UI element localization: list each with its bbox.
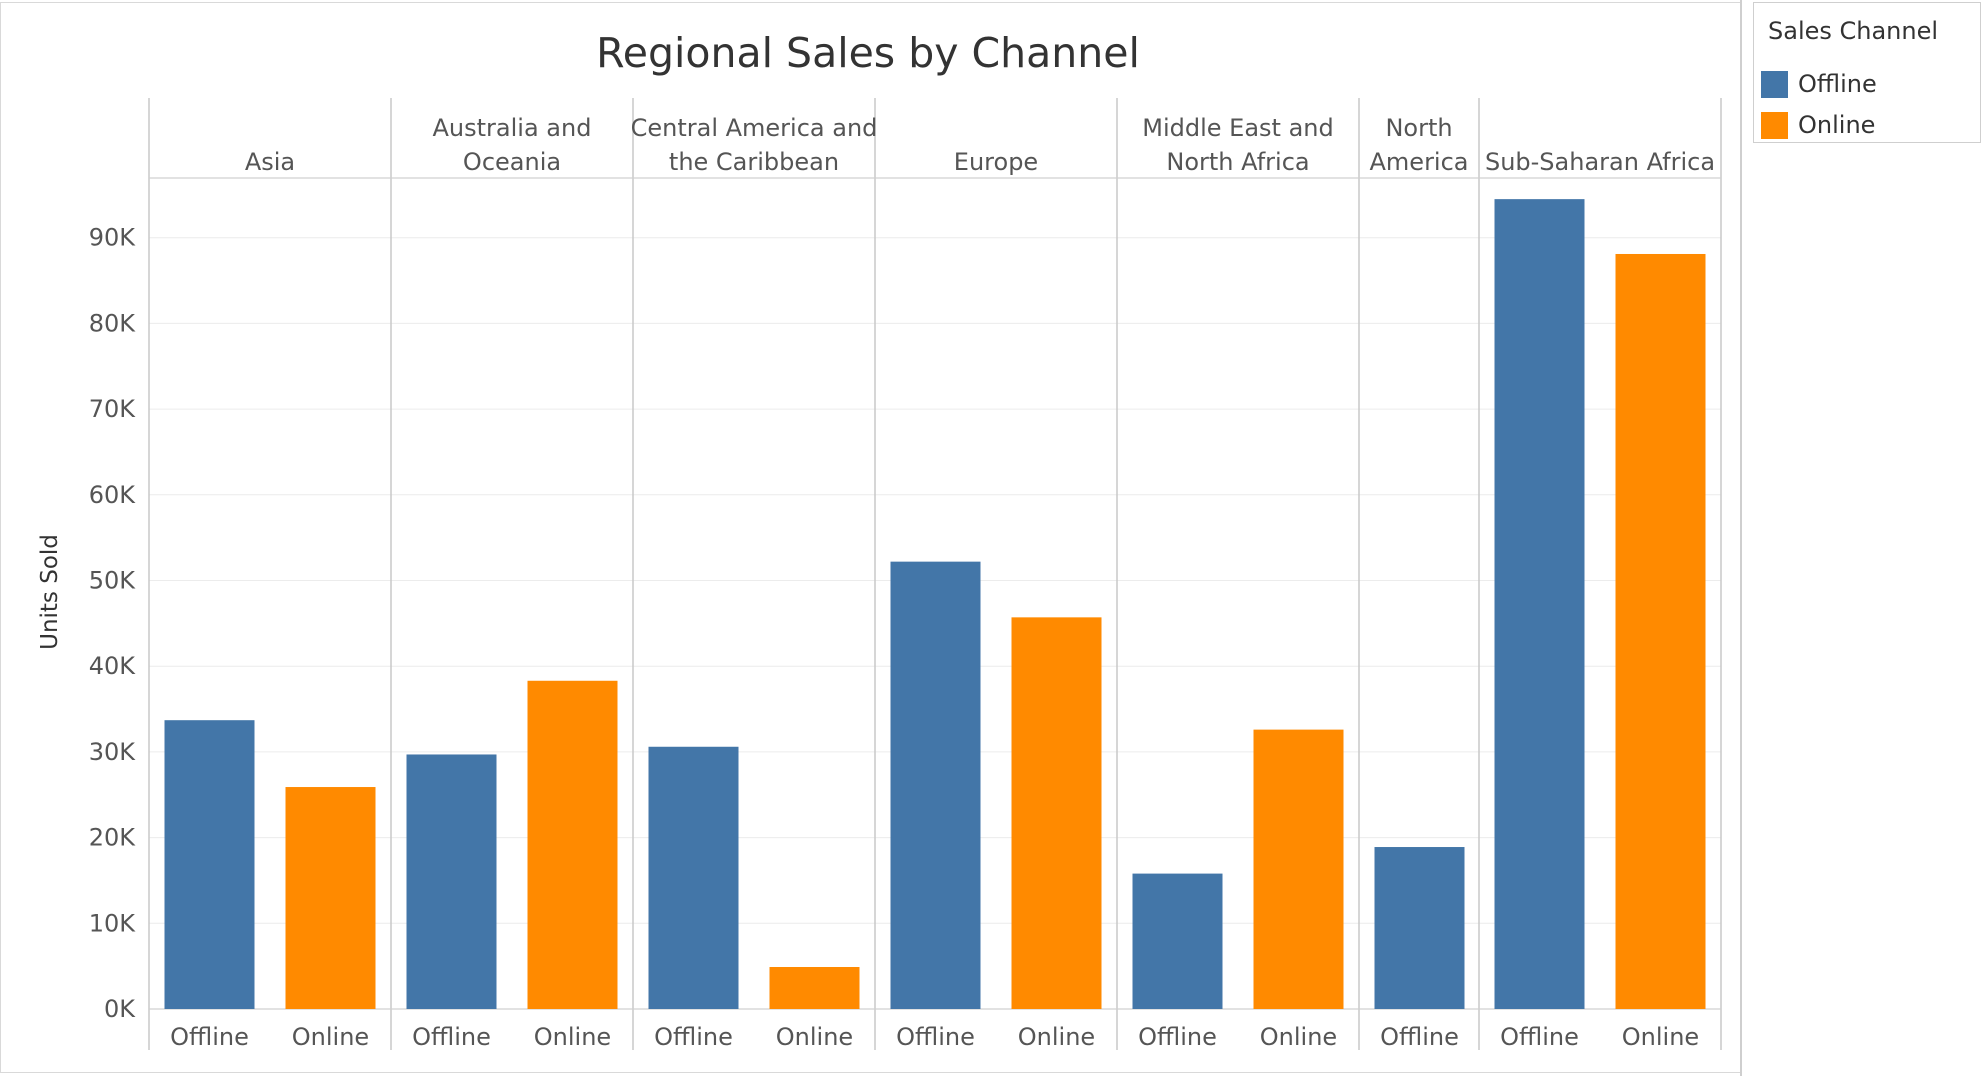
region-header: the Caribbean [669,148,839,176]
region-header: North [1385,114,1452,142]
x-category-label: Offline [896,1023,975,1051]
x-category-label: Online [1018,1023,1095,1051]
region-headers: Asia Australia and Oceania Central America … [245,114,1715,176]
region-header: Europe [954,148,1038,176]
legend-item-offline[interactable]: Offline [1761,69,1877,99]
region-header: Oceania [463,148,561,176]
x-category-label: Online [534,1023,611,1051]
bar-online[interactable] [285,787,376,1009]
x-category-label: Online [1622,1023,1699,1051]
bar-online[interactable] [527,680,618,1009]
legend-item-online[interactable]: Online [1761,110,1875,140]
y-axis-label: Units Sold [37,534,63,650]
bar-offline[interactable] [406,754,497,1009]
region-panels [148,98,1722,1050]
bar-online[interactable] [1011,617,1102,1009]
x-category-label: Offline [1500,1023,1579,1051]
x-category-label: Online [776,1023,853,1051]
y-tick-label: 10K [89,909,137,937]
y-tick-labels: 0K 10K 20K 30K 40K 50K 60K 70K 80K 90K [89,224,137,1023]
bar-online[interactable] [1253,729,1344,1009]
legend-label-online: Online [1798,111,1876,139]
region-header: North Africa [1166,148,1309,176]
bar-offline[interactable] [1132,873,1223,1009]
region-header: Middle East and [1142,114,1333,142]
y-tick-label: 50K [89,567,137,595]
x-category-label: Offline [654,1023,733,1051]
region-header: Asia [245,148,295,176]
y-tick-label: 40K [89,652,137,680]
bar-offline[interactable] [1494,199,1585,1009]
bar-offline[interactable] [648,746,739,1009]
bar-offline[interactable] [1374,847,1465,1009]
x-category-label: Online [292,1023,369,1051]
legend: Sales Channel Offline Online [1753,2,1981,143]
x-category-label: Offline [1380,1023,1459,1051]
legend-label-offline: Offline [1798,70,1877,98]
bar-offline[interactable] [164,720,255,1009]
x-category-label: Offline [170,1023,249,1051]
y-tick-label: 20K [89,824,137,852]
bar-online[interactable] [769,967,860,1009]
legend-title: Sales Channel [1768,17,1939,45]
x-category-labels: Offline Online Offline Online Offline Online O… [170,1023,1699,1051]
y-tick-label: 80K [89,309,137,337]
x-category-label: Offline [412,1023,491,1051]
region-header: America [1370,148,1469,176]
bar-online[interactable] [1615,253,1706,1009]
x-category-label: Online [1260,1023,1337,1051]
legend-swatch-online [1761,111,1788,139]
chart-title: Regional Sales by Channel [596,29,1140,77]
region-header: Australia and [433,114,592,142]
y-tick-label: 0K [104,995,136,1023]
y-tick-label: 30K [89,738,137,766]
legend-swatch-offline [1761,70,1788,98]
region-header: Sub-Saharan Africa [1485,148,1715,176]
x-category-label: Offline [1138,1023,1217,1051]
y-tick-label: 70K [89,395,137,423]
bars [164,199,1706,1009]
region-header: Central America and [631,114,878,142]
bar-offline[interactable] [890,561,981,1009]
y-tick-label: 60K [89,481,137,509]
y-tick-label: 90K [89,224,137,252]
